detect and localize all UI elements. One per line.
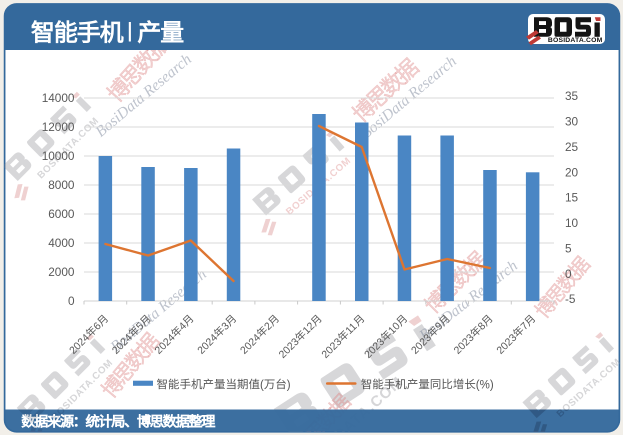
svg-text:20: 20 <box>565 165 579 179</box>
svg-text:10000: 10000 <box>42 149 75 163</box>
svg-text:15: 15 <box>565 191 579 205</box>
svg-text:10: 10 <box>565 216 579 230</box>
svg-text:4000: 4000 <box>48 236 75 250</box>
svg-text:6000: 6000 <box>48 207 75 221</box>
svg-text:(%): (%) <box>476 379 494 391</box>
svg-text:-5: -5 <box>565 292 576 306</box>
svg-text:30: 30 <box>565 115 579 129</box>
svg-text:(: ( <box>260 379 264 391</box>
svg-text:0: 0 <box>565 267 572 281</box>
svg-text:5: 5 <box>565 242 572 256</box>
svg-text:): ) <box>287 379 291 391</box>
svg-text:35: 35 <box>565 89 579 103</box>
svg-text:12000: 12000 <box>42 120 75 134</box>
svg-text:25: 25 <box>565 140 579 154</box>
svg-text:14000: 14000 <box>42 91 75 105</box>
svg-text:2000: 2000 <box>48 265 75 279</box>
svg-text:BOSIDATA.COM: BOSIDATA.COM <box>548 37 603 44</box>
svg-text:8000: 8000 <box>48 178 75 192</box>
svg-text:0: 0 <box>68 294 75 308</box>
